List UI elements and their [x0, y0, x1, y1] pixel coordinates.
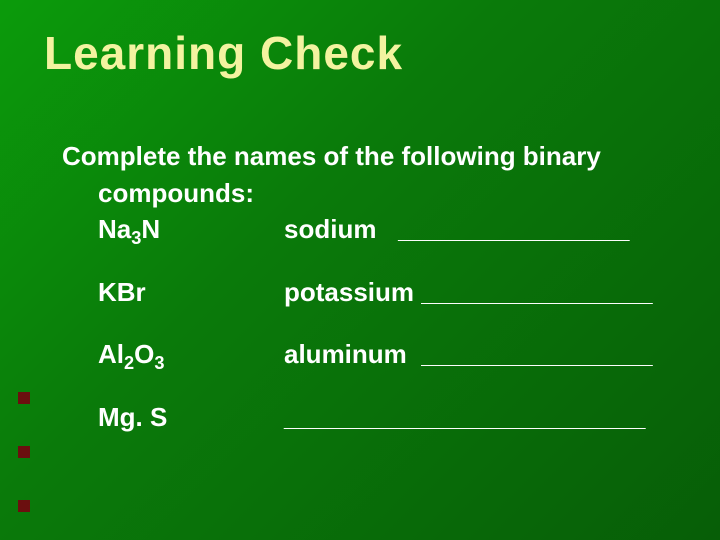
slide-body: Complete the names of the following bina…	[62, 140, 670, 463]
answer-blank: _________________________	[284, 401, 670, 434]
intro-line-2: compounds:	[62, 177, 670, 210]
square-bullet-icon	[18, 500, 30, 512]
decorative-bullets	[18, 392, 30, 512]
compound-formula: Na3N	[98, 213, 284, 246]
compound-row: Al2O3 aluminum ________________	[62, 338, 670, 371]
square-bullet-icon	[18, 392, 30, 404]
compound-name: sodium	[284, 213, 376, 246]
answer-blank: ________________	[398, 213, 670, 246]
compound-row: Na3N sodium ________________	[62, 213, 670, 246]
intro-line-1: Complete the names of the following bina…	[62, 140, 670, 173]
answer-blank: ________________	[421, 276, 670, 309]
slide-title: Learning Check	[44, 26, 403, 80]
compound-formula: Al2O3	[98, 338, 284, 371]
compound-formula: KBr	[98, 276, 284, 309]
compound-formula: Mg. S	[98, 401, 284, 434]
slide: Learning Check Complete the names of the…	[0, 0, 720, 540]
compound-name: potassium	[284, 276, 414, 309]
compound-name: aluminum	[284, 338, 407, 371]
spacer	[376, 213, 398, 246]
spacer	[407, 338, 421, 371]
compound-row: Mg. S _________________________	[62, 401, 670, 434]
answer-blank: ________________	[421, 338, 670, 371]
compound-row: KBr potassium ________________	[62, 276, 670, 309]
square-bullet-icon	[18, 446, 30, 458]
